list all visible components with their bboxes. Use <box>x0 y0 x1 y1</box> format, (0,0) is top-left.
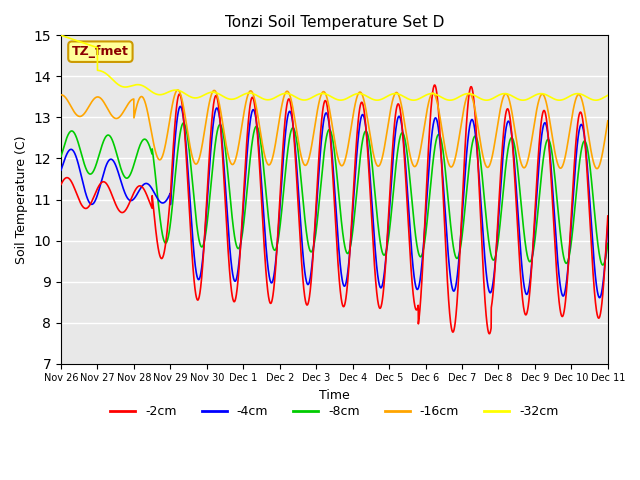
Y-axis label: Soil Temperature (C): Soil Temperature (C) <box>15 135 28 264</box>
Title: Tonzi Soil Temperature Set D: Tonzi Soil Temperature Set D <box>225 15 444 30</box>
Text: TZ_fmet: TZ_fmet <box>72 45 129 58</box>
X-axis label: Time: Time <box>319 389 350 402</box>
Legend: -2cm, -4cm, -8cm, -16cm, -32cm: -2cm, -4cm, -8cm, -16cm, -32cm <box>105 400 564 423</box>
